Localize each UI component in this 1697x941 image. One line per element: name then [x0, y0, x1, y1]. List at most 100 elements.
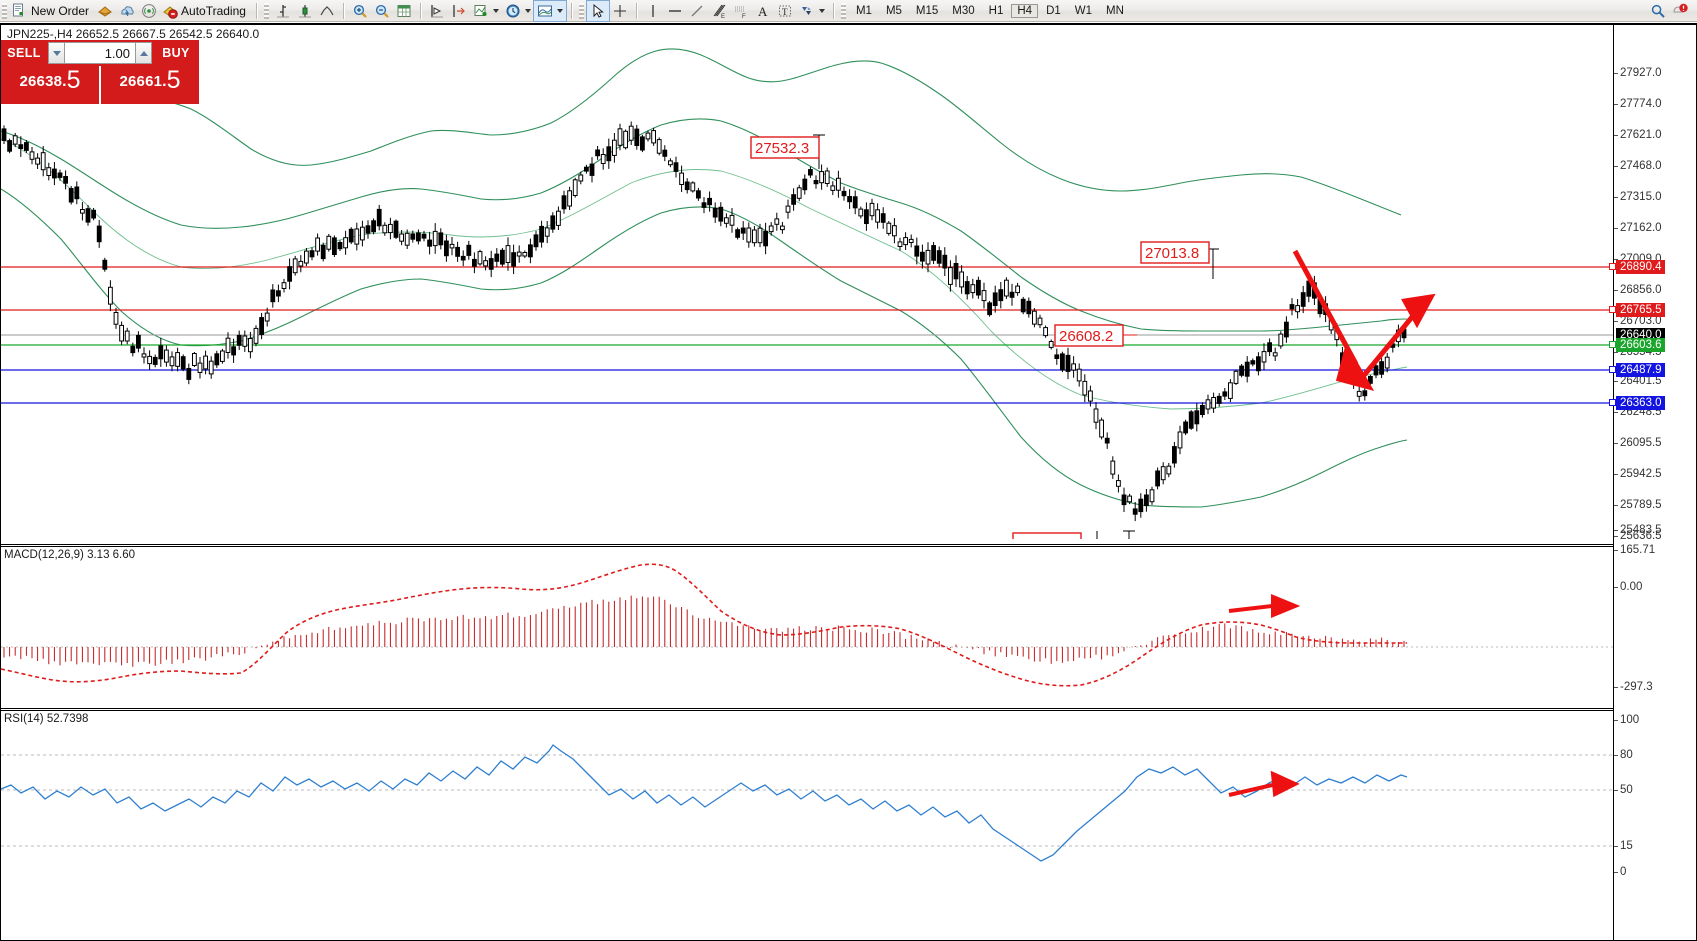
ytick-27468: 27468.0	[1614, 160, 1662, 172]
toolbar-separator-2	[342, 2, 344, 19]
line-chart-button[interactable]	[316, 1, 338, 21]
toolbar-grip-3[interactable]	[578, 2, 584, 19]
shapes-dropdown-caret[interactable]	[818, 8, 825, 13]
price-label-handle[interactable]	[1609, 366, 1616, 373]
timeframe-w1[interactable]: W1	[1069, 4, 1098, 18]
svg-text:E: E	[721, 14, 725, 19]
annotation-leader-25530	[1123, 530, 1135, 539]
ytick-25942: 25942.5	[1614, 468, 1662, 480]
price-pane-divider-2	[1, 546, 1696, 547]
tf-label-h4: H4	[1017, 4, 1033, 17]
bar-chart-button[interactable]	[272, 1, 294, 21]
chart-shift-button[interactable]	[426, 1, 448, 21]
bollinger-middle-band	[1, 118, 1408, 332]
templates-dropdown-caret[interactable]	[556, 8, 563, 13]
shapes-button[interactable]	[796, 1, 828, 21]
equidistant-channel-button[interactable]: F	[730, 1, 752, 21]
search-button[interactable]	[1647, 1, 1669, 21]
period-button[interactable]	[502, 1, 534, 21]
volume-decrement-button[interactable]	[48, 42, 65, 64]
price-label-handle[interactable]	[1609, 341, 1616, 348]
templates-button[interactable]	[532, 0, 567, 22]
price-label-26603[interactable]: 26603.6	[1609, 338, 1665, 352]
timeframe-h1[interactable]: H1	[983, 4, 1010, 18]
buy-button[interactable]: BUY	[153, 40, 199, 66]
volume-input[interactable]: 1.00	[65, 42, 135, 64]
macd-histogram	[3, 595, 1405, 667]
new-order-button[interactable]: New Order	[10, 1, 94, 21]
zoom-in-button[interactable]	[349, 1, 371, 21]
buy-price[interactable]: 26661 . 5	[99, 66, 199, 104]
crosshair-icon	[613, 4, 626, 17]
price-label-26487[interactable]: 26487.9	[1609, 363, 1665, 377]
bollinger-lower-band	[1, 188, 1408, 508]
tf-label-mn: MN	[1106, 4, 1124, 17]
toolbar-grip[interactable]	[2, 2, 7, 19]
sell-button[interactable]: SELL	[1, 40, 47, 66]
horizontal-line-button[interactable]	[664, 1, 686, 21]
price-label-handle[interactable]	[1609, 399, 1616, 406]
volume-stepper[interactable]: 1.00	[47, 40, 153, 66]
svg-text:27013.8: 27013.8	[1145, 245, 1199, 262]
price-tag-26608: 26608.2	[1054, 324, 1137, 347]
crosshair-button[interactable]	[609, 1, 631, 21]
cursor-button[interactable]	[585, 0, 610, 22]
indicators-button[interactable]	[470, 1, 502, 21]
svg-text:27532.3: 27532.3	[755, 140, 809, 157]
toolbar-grip-2[interactable]	[263, 2, 269, 19]
tf-label-m15: M15	[915, 4, 939, 17]
cursor-icon	[593, 3, 604, 18]
expert-advisors-icon	[98, 5, 112, 17]
period-dropdown-caret[interactable]	[524, 8, 531, 13]
zoom-out-button[interactable]	[371, 1, 393, 21]
chart-shift-icon	[430, 4, 443, 17]
chart-area[interactable]: JPN225-,H4 26652.5 26667.5 26542.5 26640…	[0, 23, 1697, 941]
price-label-handle[interactable]	[1609, 263, 1616, 270]
macd-pane[interactable]	[1, 547, 1613, 689]
auto-scroll-button[interactable]	[448, 1, 470, 21]
price-label-26363[interactable]: 26363.0	[1609, 396, 1665, 410]
price-label-handle[interactable]	[1609, 306, 1616, 313]
signals-button[interactable]	[138, 1, 160, 21]
sell-label: SELL	[7, 46, 41, 60]
timeframe-m15[interactable]: M15	[910, 4, 944, 18]
toolbar-separator-4	[570, 2, 572, 19]
timeframe-m5[interactable]: M5	[880, 4, 908, 18]
candlestick-chart-button[interactable]	[294, 1, 316, 21]
symbol-header: JPN225-,H4 26652.5 26667.5 26542.5 26640…	[7, 27, 260, 41]
autotrading-button[interactable]: AutoTrading	[160, 1, 251, 21]
indicators-dropdown-caret[interactable]	[492, 8, 499, 13]
ytick-27315: 27315.0	[1614, 191, 1662, 203]
data-grid-button[interactable]	[393, 1, 415, 21]
fibonacci-button[interactable]: E	[708, 1, 730, 21]
volume-increment-button[interactable]	[135, 42, 152, 64]
rsi-line	[1, 744, 1408, 862]
toolbar-grip-4[interactable]	[840, 2, 846, 19]
price-label-26890[interactable]: 26890.4	[1609, 260, 1665, 274]
ytick-25636: 25636.5	[1614, 530, 1662, 542]
timeframe-d1[interactable]: D1	[1040, 4, 1067, 18]
one-click-trading-panel[interactable]: SELL 1.00 BUY 26638 . 5	[1, 40, 199, 104]
search-icon	[1651, 4, 1665, 18]
vertical-line-button[interactable]	[642, 1, 664, 21]
candlestick-series	[1, 121, 1407, 522]
expert-advisors-button[interactable]	[94, 1, 116, 21]
sell-price[interactable]: 26638 . 5	[1, 66, 99, 104]
text-box-button[interactable]: T	[774, 1, 796, 21]
rsi-pane[interactable]	[1, 711, 1613, 939]
price-label-26765[interactable]: 26765.5	[1609, 303, 1665, 317]
timeframe-m1[interactable]: M1	[850, 4, 878, 18]
svg-text:25530.6: 25530.6	[1017, 536, 1071, 539]
ytick-rsi-50: 50	[1614, 784, 1633, 796]
price-axis[interactable]: 27927.0 27774.0 27621.0 27468.0 27315.0 …	[1609, 25, 1696, 940]
macd-label: MACD(12,26,9) 3.13 6.60	[4, 549, 136, 561]
data-window-button[interactable]	[116, 1, 138, 21]
text-label-button[interactable]: A	[752, 1, 774, 21]
notifications-button[interactable]	[1669, 1, 1691, 21]
trendline-button[interactable]	[686, 1, 708, 21]
price-pane[interactable]: 27532.3 27013.8 26608.2 25530.6	[1, 39, 1613, 539]
timeframe-mn[interactable]: MN	[1100, 4, 1130, 18]
tf-label-m30: M30	[952, 4, 975, 17]
timeframe-h4[interactable]: H4	[1011, 3, 1039, 18]
timeframe-m30[interactable]: M30	[946, 4, 980, 18]
